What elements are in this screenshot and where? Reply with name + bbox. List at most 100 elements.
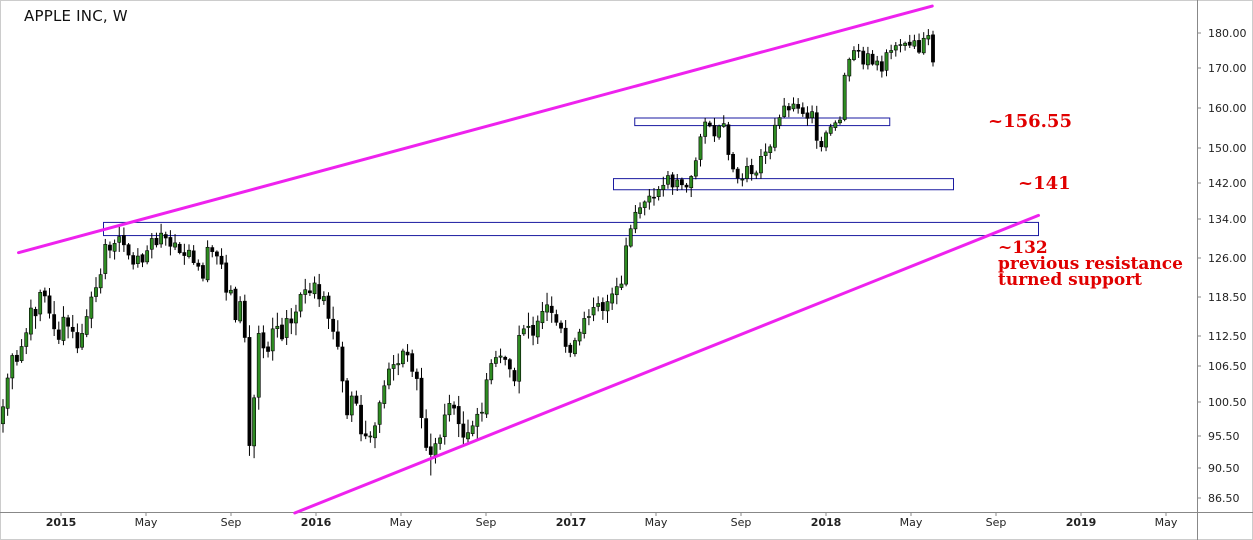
candle-body (498, 355, 503, 358)
candle-body (824, 132, 828, 148)
candle-body (759, 156, 763, 174)
candle-body (368, 435, 373, 438)
candle-body (312, 282, 317, 295)
candle-body (768, 146, 773, 153)
candle-body (28, 307, 33, 335)
candle-body (438, 437, 443, 444)
support-zone (103, 221, 1039, 237)
y-tick-label: 134.00 (1208, 213, 1247, 226)
candle-body (224, 262, 229, 293)
candle-body (628, 228, 633, 247)
candle-body (847, 58, 852, 77)
candle-body (461, 423, 466, 438)
candle-body (433, 443, 438, 456)
candle-body (466, 432, 470, 440)
candle-body (879, 61, 884, 72)
candle-body (280, 324, 284, 340)
candle-body (56, 329, 61, 340)
candle-body (424, 418, 429, 448)
candle-body (600, 302, 605, 311)
candle-body (414, 371, 419, 379)
y-tick-label: 100.50 (1208, 396, 1247, 409)
support-zone (613, 178, 954, 191)
candle-body (10, 355, 15, 379)
candle-body (94, 287, 98, 297)
x-tick-label: 2016 (301, 516, 332, 529)
candle-body (931, 34, 935, 63)
annotation-141: ~141 (1018, 173, 1071, 194)
candle-body (861, 50, 866, 65)
trendline (293, 213, 1040, 515)
candle-body (270, 328, 275, 352)
candle-body (489, 363, 494, 381)
candle-body (307, 290, 312, 294)
candle-body (5, 377, 10, 409)
candle-body (493, 357, 498, 364)
candle-body (763, 151, 768, 156)
x-tick-label: Sep (221, 516, 242, 529)
candle-body (731, 153, 735, 170)
candle-body (405, 351, 410, 356)
support-zones (103, 117, 1039, 237)
candle-body (614, 286, 619, 296)
candle-body (782, 105, 787, 117)
candle-body (410, 353, 415, 372)
candle-body (363, 433, 368, 437)
y-tick-label: 106.50 (1208, 360, 1247, 373)
x-tick-label: May (1155, 516, 1178, 529)
candle-body (382, 385, 387, 404)
x-tick-label: Sep (476, 516, 497, 529)
candle-body (480, 411, 484, 414)
candle-body (526, 325, 531, 328)
annotation-132-line3: turned support (998, 270, 1143, 290)
candle-body (745, 166, 749, 179)
candle-body (266, 346, 270, 352)
candle-body (865, 53, 870, 66)
candle-body (805, 112, 810, 119)
candle-body (387, 368, 391, 386)
candle-body (182, 252, 187, 256)
candle-body (721, 123, 726, 127)
candle-body (108, 244, 112, 251)
candle-body (642, 201, 647, 208)
candle-body (145, 250, 150, 263)
candle-body (675, 179, 680, 188)
candle-body (335, 331, 340, 347)
candle-body (777, 117, 782, 126)
chart-title: APPLE INC, W (24, 7, 128, 25)
candle-body (24, 332, 29, 347)
candle-body (377, 402, 382, 425)
candle-body (261, 332, 266, 349)
candle-body (1, 406, 5, 425)
y-tick-label: 86.50 (1208, 492, 1240, 505)
candle-body (187, 249, 191, 257)
candle-body (80, 333, 84, 348)
candle-body (610, 293, 615, 304)
candle-body (810, 111, 815, 119)
candle-body (693, 160, 698, 177)
candle-body (786, 106, 791, 111)
candle-body (159, 232, 164, 245)
candle-body (796, 104, 801, 109)
candle-body (549, 305, 554, 313)
candle-body (800, 107, 805, 114)
y-axis-ticks: 180.00 170.00 160.00 150.00 142.00 134.00 126.… (1197, 27, 1247, 505)
candle-body (33, 309, 38, 317)
candle-body (740, 178, 745, 181)
candle-body (661, 184, 666, 190)
candle-body (507, 359, 512, 370)
x-tick-label: May (645, 516, 668, 529)
candle-body (470, 425, 475, 434)
candle-body (814, 112, 819, 141)
x-tick-label: May (900, 516, 923, 529)
annotation-132-line2: previous resistance (998, 254, 1183, 274)
candle-body (521, 328, 526, 335)
candle-body (66, 317, 71, 327)
candle-body (833, 122, 838, 128)
candle-body (554, 314, 559, 323)
candle-body (703, 121, 708, 137)
candle-body (638, 207, 642, 214)
candle-body (349, 395, 354, 416)
candle-body (577, 331, 582, 342)
candle-body (926, 35, 931, 40)
